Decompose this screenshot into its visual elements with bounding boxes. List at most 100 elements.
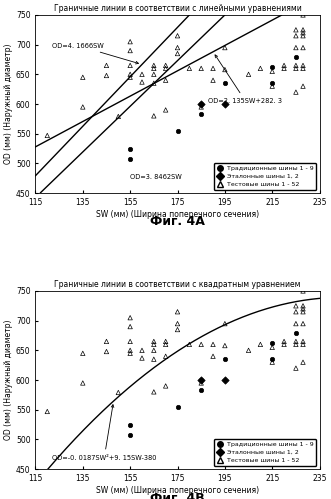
Point (300, 32, 306, 40)
Point (222, 320, 227, 328)
Point (163, 64, 168, 72)
Point (300, 302, 306, 310)
Point (258, 64, 263, 72)
Point (293, 61, 299, 69)
Point (281, 64, 287, 72)
Point (199, 376, 204, 384)
Point (211, 64, 216, 72)
Point (269, 67, 275, 75)
Point (151, 346, 157, 354)
Point (246, 346, 251, 354)
Point (300, 64, 306, 72)
Point (293, 302, 299, 310)
Point (45, 408, 50, 416)
Point (104, 61, 109, 69)
Point (300, 320, 306, 328)
Point (163, 76, 168, 84)
Point (300, 43, 306, 51)
Point (199, 386, 204, 394)
Point (104, 71, 109, 79)
Point (139, 70, 145, 78)
Point (127, 73, 133, 81)
Point (222, 79, 227, 87)
Point (269, 343, 275, 351)
Point (139, 346, 145, 354)
Point (151, 61, 157, 69)
Point (300, 358, 306, 366)
Point (175, 308, 180, 316)
Point (151, 340, 157, 348)
Point (222, 43, 227, 51)
Point (151, 388, 157, 396)
Y-axis label: OD (мм) (Наружный диаметр): OD (мм) (Наружный диаметр) (4, 44, 13, 164)
Point (246, 70, 251, 78)
Point (80, 379, 85, 387)
Point (293, 52, 299, 60)
Point (300, 308, 306, 316)
Point (127, 38, 133, 46)
Point (199, 110, 204, 118)
Point (199, 103, 204, 111)
Point (222, 65, 227, 73)
Point (300, 337, 306, 345)
Point (258, 340, 263, 348)
Point (163, 352, 168, 360)
Text: Фиг. 4В: Фиг. 4В (150, 492, 205, 499)
Point (151, 79, 157, 87)
Y-axis label: OD (мм) (Наружный диаметр): OD (мм) (Наружный диаметр) (4, 320, 13, 440)
Point (300, 305, 306, 313)
Point (300, 340, 306, 348)
Point (222, 342, 227, 350)
Point (199, 100, 204, 108)
Point (281, 61, 287, 69)
Point (163, 337, 168, 345)
Point (163, 106, 168, 114)
Point (127, 46, 133, 54)
Point (127, 314, 133, 322)
Title: Граничные линии в соответствии с квадратным уравнением: Граничные линии в соответствии с квадрат… (54, 280, 301, 289)
Point (269, 339, 275, 347)
Point (127, 70, 133, 78)
Point (293, 337, 299, 345)
Point (175, 325, 180, 333)
Point (80, 103, 85, 111)
Point (116, 112, 121, 120)
Point (104, 347, 109, 355)
Point (269, 62, 275, 70)
Point (281, 337, 287, 345)
Point (300, 29, 306, 37)
Point (163, 340, 168, 348)
Point (300, 61, 306, 69)
X-axis label: SW (мм) (Ширина поперечного сечения): SW (мм) (Ширина поперечного сечения) (96, 486, 259, 495)
Point (269, 82, 275, 90)
Point (199, 376, 204, 384)
Point (116, 389, 121, 397)
Point (293, 340, 299, 348)
Point (45, 131, 50, 139)
Point (187, 340, 192, 348)
Point (175, 43, 180, 51)
Text: OD=4. 1666SW: OD=4. 1666SW (52, 42, 138, 64)
Point (175, 49, 180, 57)
Text: Фиг. 4А: Фиг. 4А (150, 216, 205, 229)
Point (199, 379, 204, 387)
Point (300, 26, 306, 34)
Point (211, 352, 216, 360)
Point (293, 26, 299, 34)
Point (80, 73, 85, 81)
Point (281, 340, 287, 348)
Point (293, 328, 299, 336)
Point (300, 287, 306, 295)
Point (151, 70, 157, 78)
Point (127, 431, 133, 439)
Point (175, 320, 180, 328)
Point (127, 349, 133, 357)
Point (151, 355, 157, 363)
Legend: Традиционные шины 1 - 9, Эталонные шины 1, 2, Тестовые шины 1 - 52: Традиционные шины 1 - 9, Эталонные шины … (214, 439, 316, 466)
Point (104, 337, 109, 345)
Point (163, 61, 168, 69)
Point (293, 364, 299, 372)
Legend: Традиционные шины 1 - 9, Эталонные шины 1, 2, Тестовые шины 1 - 52: Традиционные шины 1 - 9, Эталонные шины … (214, 163, 316, 190)
Point (269, 358, 275, 366)
Point (300, 82, 306, 90)
